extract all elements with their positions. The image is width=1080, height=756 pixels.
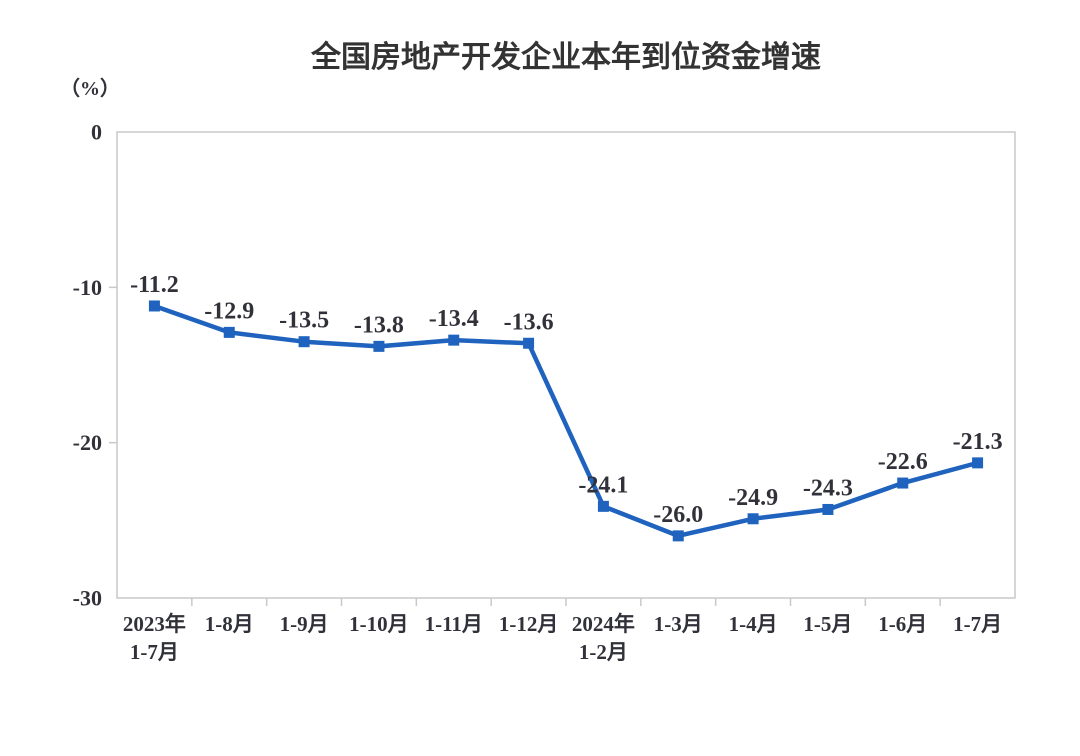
plot-border — [116, 131, 1016, 599]
data-point-marker — [223, 326, 235, 338]
y-axis-tick-label: -10 — [73, 275, 102, 300]
y-axis-tick-label: -30 — [73, 586, 102, 611]
data-point-marker — [373, 340, 385, 352]
data-point-label: -13.4 — [429, 306, 479, 332]
x-axis-category-label: 1-5月 — [803, 612, 852, 636]
data-point-marker — [897, 477, 909, 489]
data-point-marker — [672, 530, 684, 542]
x-axis-category-label: 1-10月 — [349, 612, 409, 636]
x-axis-category-label: 2024年 1-2月 — [572, 612, 635, 664]
data-point-label: -13.5 — [279, 308, 329, 334]
x-axis-category-label: 1-6月 — [878, 612, 927, 636]
data-point-marker — [822, 503, 834, 515]
data-point-label: -11.2 — [130, 272, 179, 298]
x-axis-category-label: 2023年 1-7月 — [123, 612, 186, 664]
data-point-marker — [597, 500, 609, 512]
data-point-marker — [298, 336, 310, 348]
data-point-label: -21.3 — [953, 429, 1003, 455]
x-axis-category-label: 1-7月 — [953, 612, 1002, 636]
data-point-label: -12.9 — [204, 298, 254, 324]
data-point-label: -24.3 — [803, 475, 853, 501]
y-axis-tick-label: -20 — [73, 430, 102, 455]
x-axis-category-label: 1-12月 — [499, 612, 559, 636]
y-axis-unit-label: （%） — [60, 78, 120, 100]
data-point-label: -22.6 — [878, 449, 928, 475]
data-point-label: -13.8 — [354, 312, 404, 338]
y-axis-tick-label: 0 — [91, 120, 102, 145]
x-axis-category-label: 1-11月 — [425, 612, 483, 636]
data-point-marker — [523, 337, 535, 349]
x-axis-category-label: 1-3月 — [654, 612, 703, 636]
data-point-marker — [747, 513, 759, 525]
data-point-label: -26.0 — [653, 502, 703, 528]
data-point-label: -24.1 — [578, 472, 628, 498]
data-line — [152, 303, 980, 539]
data-point-marker — [448, 334, 460, 346]
data-point-label: -13.6 — [504, 309, 554, 335]
data-point-label: -24.9 — [728, 485, 778, 511]
chart-title: 全国房地产开发企业本年到位资金增速 — [311, 41, 821, 74]
x-axis-category-label: 1-4月 — [729, 612, 778, 636]
x-axis-category-label: 1-9月 — [280, 612, 329, 636]
data-point-marker — [148, 300, 160, 312]
data-point-marker — [972, 457, 984, 469]
x-axis-category-label: 1-8月 — [205, 612, 254, 636]
